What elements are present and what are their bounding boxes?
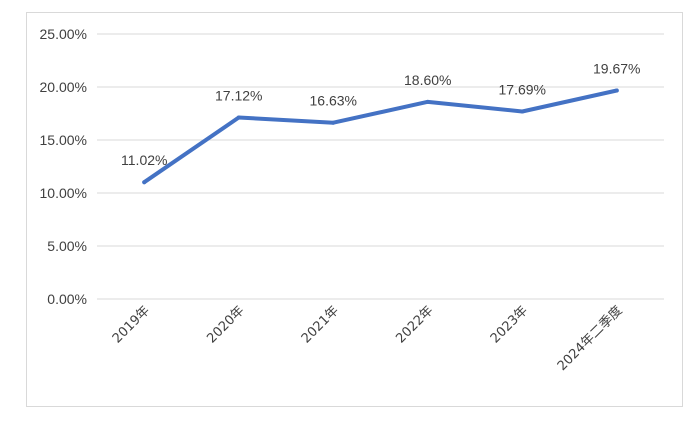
data-point [520, 109, 525, 114]
y-axis-tick-labels: 0.00% 5.00% 10.00% 15.00% 20.00% 25.00% [40, 26, 87, 307]
data-label: 18.60% [404, 72, 451, 88]
x-category-label: 2019年 [110, 303, 153, 346]
data-point [614, 88, 619, 93]
y-tick-label: 5.00% [47, 238, 87, 254]
data-label: 19.67% [593, 60, 640, 76]
data-point [236, 115, 241, 120]
y-tick-label: 15.00% [40, 132, 87, 148]
y-tick-label: 25.00% [40, 26, 87, 42]
data-label: 11.02% [121, 152, 167, 168]
x-axis-category-labels: 2019年 2020年 2021年 2022年 2023年 2024年二季度 [110, 303, 626, 374]
series-layer [142, 88, 619, 185]
series-line [142, 88, 619, 185]
y-tick-label: 0.00% [47, 291, 87, 307]
y-tick-label: 20.00% [40, 79, 87, 95]
data-point [142, 180, 147, 185]
data-point [331, 120, 336, 125]
x-category-label: 2020年 [204, 303, 247, 346]
y-tick-label: 10.00% [40, 185, 87, 201]
x-category-label: 2021年 [299, 303, 342, 346]
gridlines [97, 33, 664, 300]
x-category-label: 2024年二季度 [554, 303, 625, 374]
data-label: 16.63% [310, 93, 357, 109]
x-category-label: 2022年 [393, 303, 436, 346]
data-point [425, 99, 430, 104]
data-labels: 11.02% 17.12% 16.63% 18.60% 17.69% 19.67% [121, 60, 640, 168]
chart-frame [26, 12, 683, 407]
data-label: 17.69% [499, 81, 546, 97]
data-label: 17.12% [215, 88, 262, 104]
x-category-label: 2023年 [488, 303, 531, 346]
